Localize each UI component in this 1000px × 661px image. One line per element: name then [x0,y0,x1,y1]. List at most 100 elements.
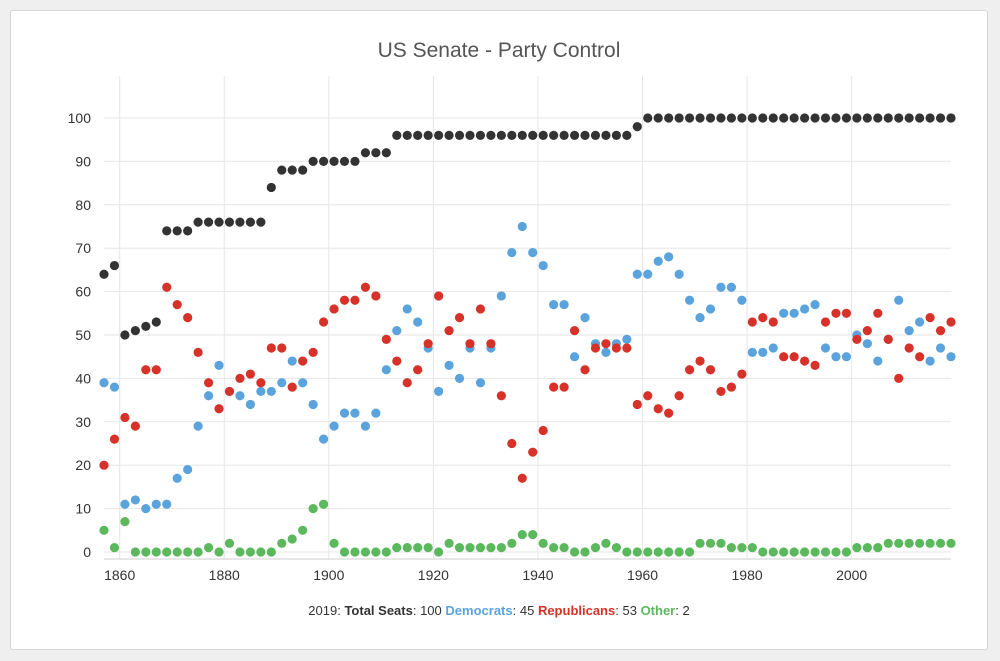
point-total-seats [287,165,297,175]
point-democrats [684,295,695,305]
point-democrats [454,373,465,383]
point-other [789,547,799,557]
legend-year: 2019 [308,603,338,618]
point-republicans [946,317,956,327]
point-other [925,538,935,548]
point-democrats [371,408,381,418]
point-republicans [883,334,893,344]
point-other [915,538,925,548]
point-other [392,543,402,553]
point-other [475,543,486,553]
point-other [486,543,496,553]
point-republicans [684,365,695,375]
legend-dem-value: 45 [519,603,535,618]
point-democrats [183,464,193,475]
point-other [684,547,695,557]
point-republicans [831,308,841,318]
point-total-seats [392,130,402,140]
point-republicans [99,460,109,470]
point-other [151,547,161,557]
point-democrats [632,269,642,279]
point-democrats [517,221,527,232]
legend-rep-label: Republicans [537,603,616,618]
y-tick-label: 40 [75,370,91,386]
point-other [130,547,140,557]
point-republicans [298,356,308,366]
point-republicans [862,326,872,336]
point-republicans [904,343,914,353]
y-tick-label: 90 [75,153,91,169]
point-other [298,525,308,535]
point-other [841,547,852,557]
point-other [632,547,642,557]
point-republicans [580,365,590,375]
point-total-seats [120,330,130,340]
point-democrats [162,499,172,509]
point-republicans [193,347,203,357]
point-democrats [664,252,674,262]
point-other [705,538,716,548]
point-total-seats [434,130,444,140]
point-other [549,543,559,553]
point-republicans [935,326,946,336]
point-other [643,547,653,557]
point-republicans [183,313,193,323]
point-other [538,538,548,548]
x-tick-label: 1860 [104,567,135,583]
point-other [894,538,904,548]
point-republicans [109,434,120,444]
point-democrats [747,347,757,357]
point-total-seats [402,130,412,140]
point-total-seats [820,113,831,123]
y-tick-label: 20 [75,457,91,473]
point-republicans [277,343,287,353]
point-democrats [653,256,663,266]
point-democrats [925,356,935,366]
point-other [517,530,527,540]
point-total-seats [935,113,946,123]
point-republicans [308,347,318,357]
point-democrats [831,352,841,362]
point-democrats [915,317,925,327]
point-democrats [245,399,255,410]
point-republicans [695,356,705,366]
point-republicans [434,291,444,301]
point-other [444,538,454,548]
point-total-seats [381,148,391,158]
point-other [716,538,726,548]
point-other [308,504,318,514]
point-republicans [810,360,820,370]
point-other [162,547,172,557]
point-republicans [235,373,245,383]
point-republicans [245,369,255,379]
point-total-seats [894,113,904,123]
point-republicans [664,408,674,418]
point-republicans [423,339,433,349]
point-total-seats [580,130,590,140]
y-tick-label: 60 [75,284,91,300]
legend-dem-label: Democrats [445,603,513,618]
point-republicans [203,378,214,388]
point-other [507,538,517,548]
point-total-seats [224,217,235,227]
point-democrats [862,339,872,349]
point-democrats [350,408,360,418]
point-republicans [486,339,496,349]
point-republicans [726,382,737,392]
point-other [371,547,381,557]
point-republicans [517,473,527,483]
point-other [465,543,475,553]
point-republicans [894,373,904,383]
point-other [590,543,601,553]
point-other [758,547,768,557]
point-total-seats [768,113,778,123]
point-democrats [298,378,308,388]
point-total-seats [454,130,465,140]
point-republicans [528,447,538,457]
point-democrats [622,334,632,344]
point-other [318,499,329,509]
point-democrats [434,386,444,397]
point-total-seats [507,130,517,140]
x-tick-label: 1940 [522,567,553,583]
